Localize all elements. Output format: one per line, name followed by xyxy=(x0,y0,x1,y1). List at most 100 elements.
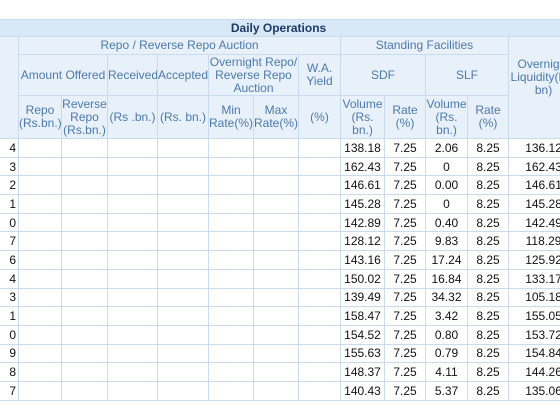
sub-header: Rate (%) xyxy=(384,95,426,139)
empty-cell xyxy=(253,212,299,233)
table-body: 4 138.18 7.25 2.06 8.25 136.12 3 162.43 7.25 0 8.2… xyxy=(0,138,560,401)
empty-cell xyxy=(157,287,209,308)
value-cell: 145.28 xyxy=(507,194,560,214)
empty-cell xyxy=(157,268,209,289)
value-cell: 162.43 xyxy=(340,156,385,177)
value-cell: 155.05 xyxy=(507,306,560,326)
empty-cell xyxy=(61,380,108,401)
value-cell: 8.25 xyxy=(467,287,509,308)
empty-cell xyxy=(253,287,299,308)
table-row: 7 140.43 7.25 5.37 8.25 135.06 xyxy=(0,380,560,401)
value-cell: 125.92 xyxy=(507,250,560,270)
row-label: 1 xyxy=(0,306,19,326)
value-cell: 7.25 xyxy=(384,287,426,308)
empty-cell xyxy=(107,362,158,382)
empty-cell xyxy=(208,324,254,345)
empty-cell xyxy=(253,250,299,270)
column-header: Overnight Repo/ Reverse Repo Auction xyxy=(208,54,299,96)
empty-cell xyxy=(61,212,108,233)
empty-cell xyxy=(298,343,341,364)
empty-cell xyxy=(107,268,158,289)
empty-cell xyxy=(157,306,209,326)
value-cell: 136.12 xyxy=(507,138,560,158)
value-cell: 8.25 xyxy=(467,362,509,382)
empty-cell xyxy=(157,324,209,345)
value-cell: 7.25 xyxy=(384,156,426,177)
sub-header: Reverse Repo (Rs.bn.) xyxy=(61,95,108,139)
table-row: 0 142.89 7.25 0.40 8.25 142.49 xyxy=(0,212,560,233)
table-row: 3 162.43 7.25 0 8.25 162.43 xyxy=(0,156,560,177)
empty-cell xyxy=(208,362,254,382)
value-cell: 8.25 xyxy=(467,324,509,345)
value-cell: 133.17 xyxy=(507,268,560,289)
empty-cell xyxy=(107,287,158,308)
empty-cell xyxy=(208,287,254,308)
value-cell: 7.25 xyxy=(384,231,426,252)
empty-cell xyxy=(61,156,108,177)
empty-cell xyxy=(18,287,62,308)
row-label: 7 xyxy=(0,380,19,401)
empty-cell xyxy=(18,306,62,326)
empty-cell xyxy=(18,212,62,233)
value-cell: 7.25 xyxy=(384,380,426,401)
column-header: SDF xyxy=(340,54,426,96)
empty-cell xyxy=(208,194,254,214)
row-label: 8 xyxy=(0,362,19,382)
empty-cell xyxy=(61,324,108,345)
empty-cell xyxy=(107,156,158,177)
empty-cell xyxy=(157,138,209,158)
table-row: 2 146.61 7.25 0.00 8.25 146.61 xyxy=(0,175,560,196)
empty-cell xyxy=(298,250,341,270)
empty-cell xyxy=(61,287,108,308)
value-cell: 8.25 xyxy=(467,138,509,158)
empty-cell xyxy=(157,194,209,214)
table-title: Daily Operations xyxy=(0,19,560,37)
value-cell: 8.25 xyxy=(467,380,509,401)
empty-cell xyxy=(18,175,62,196)
empty-cell xyxy=(107,194,158,214)
empty-cell xyxy=(107,380,158,401)
empty-cell xyxy=(18,156,62,177)
row-label: 1 xyxy=(0,194,19,214)
column-header: Amount Offered xyxy=(18,54,108,96)
value-cell: 7.25 xyxy=(384,138,426,158)
row-label: 9 xyxy=(0,343,19,364)
value-cell: 7.25 xyxy=(384,362,426,382)
empty-cell xyxy=(18,194,62,214)
empty-cell xyxy=(253,231,299,252)
empty-cell xyxy=(298,138,341,158)
value-cell: 146.61 xyxy=(340,175,385,196)
header-cell xyxy=(0,36,19,139)
column-header: SLF xyxy=(425,54,509,96)
value-cell: 7.25 xyxy=(384,306,426,326)
empty-cell xyxy=(208,231,254,252)
sub-header: (Rs .bn.) xyxy=(107,95,158,139)
empty-cell xyxy=(61,306,108,326)
table-row: 4 138.18 7.25 2.06 8.25 136.12 xyxy=(0,138,560,158)
empty-cell xyxy=(208,156,254,177)
value-cell: 7.25 xyxy=(384,343,426,364)
value-cell: 128.12 xyxy=(340,231,385,252)
sub-header: Volume (Rs. bn.) xyxy=(340,95,385,139)
empty-cell xyxy=(107,175,158,196)
column-header: Accepted xyxy=(157,54,209,96)
value-cell: 154.52 xyxy=(340,324,385,345)
sub-header: Volume (Rs. bn.) xyxy=(425,95,468,139)
empty-cell xyxy=(298,156,341,177)
value-cell: 8.25 xyxy=(467,268,509,289)
empty-cell xyxy=(157,362,209,382)
empty-cell xyxy=(208,268,254,289)
table-row: 7 128.12 7.25 9.83 8.25 118.29 xyxy=(0,231,560,252)
empty-cell xyxy=(107,250,158,270)
empty-cell xyxy=(253,175,299,196)
column-header: Received xyxy=(107,54,158,96)
value-cell: 155.63 xyxy=(340,343,385,364)
empty-cell xyxy=(107,212,158,233)
table-row: 0 154.52 7.25 0.80 8.25 153.72 xyxy=(0,324,560,345)
value-cell: 145.28 xyxy=(340,194,385,214)
value-cell: 0.00 xyxy=(425,175,468,196)
value-cell: 8.25 xyxy=(467,306,509,326)
empty-cell xyxy=(61,175,108,196)
empty-cell xyxy=(253,362,299,382)
sub-header: Min Rate(%) xyxy=(208,95,254,139)
